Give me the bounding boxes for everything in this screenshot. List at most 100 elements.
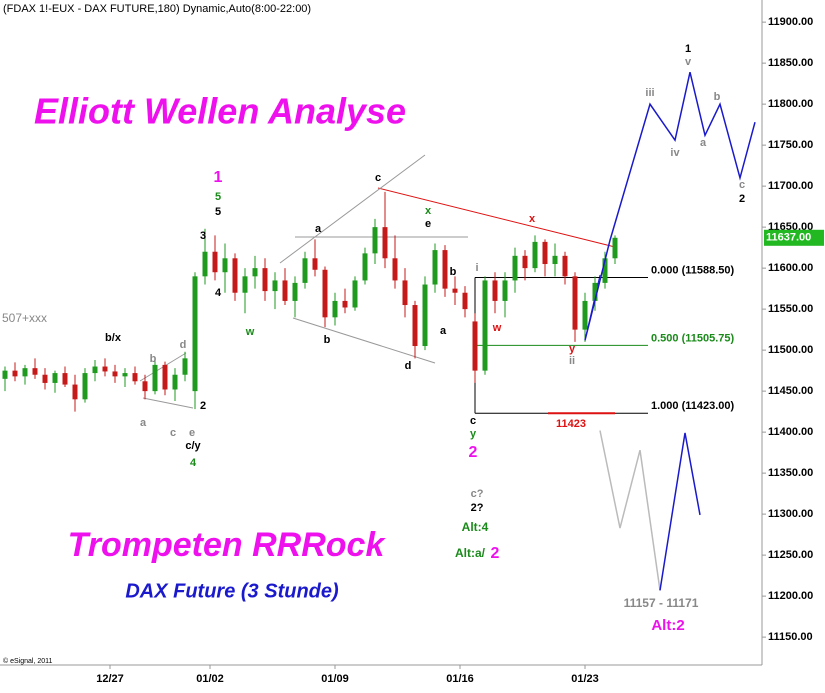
wave-label: 4 bbox=[215, 287, 222, 299]
y-tick-label: 11300.00 bbox=[768, 508, 813, 520]
wave-label: b bbox=[714, 91, 721, 103]
candle-body bbox=[92, 366, 98, 374]
candle-body bbox=[372, 227, 378, 254]
candle-body bbox=[592, 282, 598, 301]
wave-label: 2 bbox=[491, 545, 500, 562]
projection-line bbox=[599, 430, 661, 591]
candle-body bbox=[522, 255, 528, 269]
trend-line bbox=[292, 317, 436, 364]
target-label: 11423 bbox=[556, 418, 586, 430]
wave-label: c bbox=[170, 427, 176, 439]
candle-body bbox=[52, 373, 58, 383]
candle-body bbox=[432, 250, 438, 285]
last-price-box bbox=[764, 229, 824, 246]
y-tick-label: 11400.00 bbox=[768, 426, 813, 438]
candle-body bbox=[362, 253, 368, 281]
wave-label: a bbox=[315, 223, 322, 235]
copyright: © eSignal, 2011 bbox=[3, 657, 53, 665]
wave-label: 5 bbox=[215, 191, 221, 203]
y-tick-label: 11150.00 bbox=[768, 631, 813, 643]
y-tick-label: 11450.00 bbox=[768, 385, 813, 397]
wave-label: iv bbox=[670, 147, 680, 159]
last-price-label: 11637.00 bbox=[766, 232, 811, 244]
wave-label: iii bbox=[645, 87, 654, 99]
candle-body bbox=[272, 280, 278, 292]
trend-line bbox=[142, 397, 194, 409]
candle-body bbox=[332, 300, 338, 318]
candle-body bbox=[552, 255, 558, 265]
wave-label: c bbox=[470, 415, 476, 427]
candle-body bbox=[152, 364, 158, 392]
candle-body bbox=[122, 373, 128, 377]
wave-label: 2? bbox=[471, 502, 484, 514]
wave-label: b bbox=[324, 334, 331, 346]
candle-body bbox=[112, 371, 118, 377]
wave-label: d bbox=[405, 360, 412, 372]
candle-body bbox=[82, 373, 88, 400]
y-tick-label: 11350.00 bbox=[768, 467, 813, 479]
y-tick-label: 11900.00 bbox=[768, 16, 813, 28]
candle-body bbox=[32, 368, 38, 375]
wave-label: c? bbox=[471, 488, 484, 500]
level-label: 1.000 (11423.00) bbox=[651, 400, 735, 412]
wave-label: e bbox=[189, 427, 195, 439]
wave-label: x bbox=[425, 205, 432, 217]
candle-body bbox=[502, 280, 508, 301]
candle-body bbox=[222, 258, 228, 273]
candle-body bbox=[172, 374, 178, 390]
wave-label: i bbox=[475, 262, 478, 274]
wave-label: 1 bbox=[685, 43, 691, 55]
wave-label: 3 bbox=[200, 230, 206, 242]
y-tick-label: 11200.00 bbox=[768, 590, 813, 602]
candle-body bbox=[342, 300, 348, 308]
candle-body bbox=[312, 258, 318, 270]
level-label: 0.000 (11588.50) bbox=[651, 264, 735, 276]
candle-body bbox=[612, 237, 618, 259]
trend-line bbox=[279, 154, 426, 264]
candle-body bbox=[142, 381, 148, 392]
candle-body bbox=[12, 370, 18, 377]
y-tick-label: 11600.00 bbox=[768, 262, 813, 274]
x-tick-label: 01/23 bbox=[571, 673, 599, 685]
side-note: 507+xxx bbox=[2, 311, 47, 325]
wave-label: 2 bbox=[469, 444, 478, 461]
x-tick-label: 01/16 bbox=[446, 673, 474, 685]
candle-body bbox=[162, 364, 168, 390]
wave-label: c bbox=[375, 172, 381, 184]
candle-body bbox=[582, 300, 588, 330]
candle-body bbox=[492, 280, 498, 301]
candle-body bbox=[62, 373, 68, 385]
candle-body bbox=[242, 276, 248, 293]
wave-label: b bbox=[450, 266, 457, 278]
y-tick-label: 11850.00 bbox=[768, 57, 813, 69]
wave-label: e bbox=[425, 218, 431, 230]
candle-body bbox=[22, 368, 28, 377]
candle-body bbox=[512, 255, 518, 281]
wave-label: v bbox=[685, 56, 692, 68]
wave-label: a bbox=[140, 417, 147, 429]
candle-body bbox=[482, 280, 488, 371]
wave-label: w bbox=[245, 326, 255, 338]
wave-label: b bbox=[150, 353, 157, 365]
candle-body bbox=[42, 374, 48, 383]
candle-body bbox=[322, 269, 328, 318]
y-tick-label: 11250.00 bbox=[768, 549, 813, 561]
candle-body bbox=[382, 227, 388, 259]
candle-body bbox=[352, 280, 358, 308]
wave-label: c/y bbox=[185, 440, 201, 452]
y-tick-label: 11550.00 bbox=[768, 303, 813, 315]
wave-label: x bbox=[529, 213, 536, 225]
wave-label: w bbox=[492, 322, 502, 334]
wave-label: 4 bbox=[190, 457, 197, 469]
candle-body bbox=[392, 258, 398, 281]
wave-label: Alt:a/ bbox=[455, 546, 486, 560]
candle-body bbox=[292, 282, 298, 301]
candle-body bbox=[462, 292, 468, 310]
x-tick-label: 01/09 bbox=[321, 673, 349, 685]
wave-label: 2 bbox=[200, 400, 206, 412]
wave-label: 1 bbox=[214, 169, 223, 186]
candle-body bbox=[232, 258, 238, 293]
subtitle: DAX Future (3 Stunde) bbox=[125, 580, 339, 602]
projection-line bbox=[584, 71, 756, 341]
